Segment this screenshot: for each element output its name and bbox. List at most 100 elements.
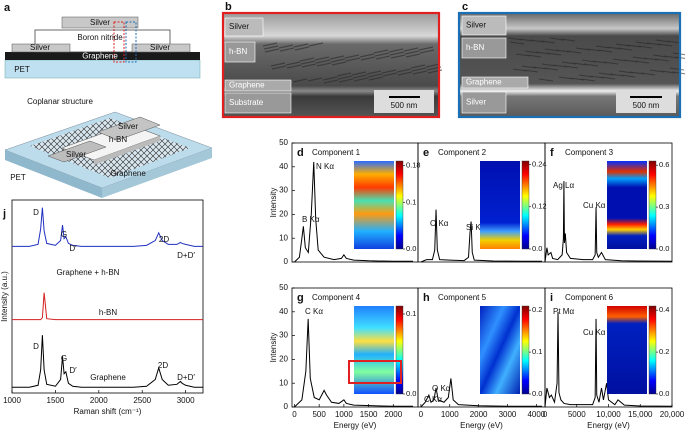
x-tick-label: 20,000 (660, 410, 685, 419)
texture (629, 71, 645, 75)
texture (381, 69, 397, 74)
texture (561, 61, 577, 65)
annotation: O Kα (432, 384, 451, 393)
x-axis-label: Raman shift (cm⁻¹) (74, 407, 142, 416)
texture (578, 74, 594, 78)
annotation: G (61, 230, 67, 239)
label: PET (10, 173, 26, 182)
x-tick-label: 3000 (177, 396, 195, 405)
texture (316, 62, 332, 67)
texture (367, 73, 383, 78)
label: h-BN (229, 47, 247, 56)
texture (292, 78, 308, 83)
texture (382, 72, 398, 77)
texture (635, 41, 651, 45)
x-tick-label: 2000 (384, 410, 402, 419)
texture (589, 75, 605, 79)
texture (279, 47, 295, 52)
colorbar-tick-label: 0.1 (406, 309, 416, 318)
label: Silver (466, 98, 486, 107)
inset-map (354, 161, 394, 249)
chart-title: Component 1 (312, 148, 361, 157)
texture (549, 37, 565, 41)
cut-marker (125, 21, 137, 63)
label: Silver (30, 43, 50, 52)
texture (403, 47, 419, 52)
texture (634, 60, 650, 64)
x-tick-label: 5000 (568, 410, 586, 419)
series-label: h-BN (99, 308, 117, 317)
texture (538, 78, 554, 82)
label: Silver (66, 150, 86, 159)
texture (581, 59, 597, 63)
texture (563, 65, 579, 69)
colorbar-tick-label: 0.0 (532, 244, 542, 253)
texture (660, 70, 676, 74)
texture (598, 72, 614, 76)
texture (390, 54, 406, 59)
texture (669, 67, 685, 71)
texture (307, 77, 323, 82)
pet-side (102, 148, 212, 198)
label: Silver (229, 22, 249, 31)
texture (293, 43, 309, 48)
chart-title: Component 4 (312, 293, 361, 302)
texture (603, 61, 619, 65)
y-tick-label: 30 (279, 186, 288, 195)
x-axis-label: Energy (eV) (460, 421, 503, 430)
x-tick-label: 2000 (90, 396, 108, 405)
texture (615, 43, 631, 47)
colorbar-tick-label: 0.1 (406, 198, 416, 207)
texture (541, 63, 557, 67)
texture (337, 75, 353, 80)
texture (410, 64, 426, 69)
texture (405, 53, 421, 58)
inset-map (607, 306, 647, 394)
texture (583, 63, 599, 67)
texture (569, 77, 585, 81)
colorbar (648, 305, 657, 395)
cut-marker (113, 21, 125, 63)
y-tick-label: 50 (279, 138, 288, 147)
texture (286, 64, 302, 69)
texture (575, 47, 591, 51)
inset-map (607, 161, 647, 249)
texture (353, 77, 369, 82)
texture (566, 50, 582, 54)
texture (580, 78, 596, 82)
texture (646, 42, 662, 46)
texture (586, 48, 602, 52)
label-box (461, 91, 507, 114)
texture (518, 38, 534, 42)
colorbar (521, 305, 530, 395)
label: Boron nitride (77, 33, 123, 42)
label: Graphene (110, 169, 146, 178)
x-tick-label: 1000 (3, 396, 21, 405)
texture (396, 68, 412, 73)
colorbar-tick-label: 0.0 (659, 389, 669, 398)
texture (512, 68, 528, 72)
texture (368, 76, 384, 81)
texture (663, 55, 679, 59)
line (420, 209, 543, 263)
texture (301, 63, 317, 68)
line (420, 378, 543, 408)
panel-label: j (2, 208, 6, 220)
texture (657, 43, 673, 47)
texture (572, 62, 588, 66)
texture (388, 48, 404, 53)
annotation: D (33, 208, 39, 217)
silver-pad (97, 116, 161, 141)
micrograph-b: b Silver h-BN Graphene Substrate 500 nm (221, 1, 443, 119)
annotation: B Kα (302, 215, 320, 224)
image-border (457, 11, 682, 119)
annotation: Ag Lα (553, 181, 574, 190)
texture (397, 71, 413, 76)
texture (352, 74, 368, 79)
texture (331, 61, 347, 66)
texture (620, 74, 636, 78)
texture (351, 71, 367, 76)
label: PET (14, 65, 30, 74)
texture (535, 51, 551, 55)
colorbar-tick-label: 0.0 (532, 389, 542, 398)
